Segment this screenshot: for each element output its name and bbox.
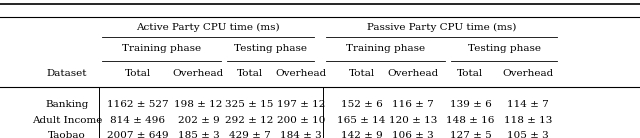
Text: Overhead: Overhead — [275, 69, 326, 78]
Text: Total: Total — [236, 69, 263, 78]
Text: 1162 ± 527: 1162 ± 527 — [107, 100, 168, 109]
Text: 814 ± 496: 814 ± 496 — [110, 116, 165, 125]
Text: 202 ± 9: 202 ± 9 — [177, 116, 220, 125]
Text: Overhead: Overhead — [387, 69, 438, 78]
Text: 127 ± 5: 127 ± 5 — [449, 131, 492, 138]
Text: Testing phase: Testing phase — [467, 44, 541, 53]
Text: Testing phase: Testing phase — [234, 44, 307, 53]
Text: Banking: Banking — [45, 100, 89, 109]
Text: Adult Income: Adult Income — [32, 116, 102, 125]
Text: 185 ± 3: 185 ± 3 — [177, 131, 220, 138]
Text: 325 ± 15: 325 ± 15 — [225, 100, 274, 109]
Text: Total: Total — [124, 69, 151, 78]
Text: 429 ± 7: 429 ± 7 — [228, 131, 271, 138]
Text: 197 ± 12: 197 ± 12 — [276, 100, 325, 109]
Text: Active Party CPU time (ms): Active Party CPU time (ms) — [136, 23, 280, 32]
Text: 118 ± 13: 118 ± 13 — [504, 116, 552, 125]
Text: Training phase: Training phase — [122, 44, 201, 53]
Text: Dataset: Dataset — [47, 69, 88, 78]
Text: 148 ± 16: 148 ± 16 — [446, 116, 495, 125]
Text: Overhead: Overhead — [173, 69, 224, 78]
Text: 105 ± 3: 105 ± 3 — [507, 131, 549, 138]
Text: Overhead: Overhead — [502, 69, 554, 78]
Text: 198 ± 12: 198 ± 12 — [174, 100, 223, 109]
Text: 152 ± 6: 152 ± 6 — [340, 100, 383, 109]
Text: 200 ± 10: 200 ± 10 — [276, 116, 325, 125]
Text: Training phase: Training phase — [346, 44, 425, 53]
Text: 120 ± 13: 120 ± 13 — [388, 116, 437, 125]
Text: Total: Total — [457, 69, 484, 78]
Text: 116 ± 7: 116 ± 7 — [392, 100, 434, 109]
Text: 142 ± 9: 142 ± 9 — [340, 131, 383, 138]
Text: 292 ± 12: 292 ± 12 — [225, 116, 274, 125]
Text: 114 ± 7: 114 ± 7 — [507, 100, 549, 109]
Text: 165 ± 14: 165 ± 14 — [337, 116, 386, 125]
Text: Passive Party CPU time (ms): Passive Party CPU time (ms) — [367, 23, 516, 32]
Text: 2007 ± 649: 2007 ± 649 — [107, 131, 168, 138]
Text: 184 ± 3: 184 ± 3 — [280, 131, 322, 138]
Text: Taobao: Taobao — [49, 131, 86, 138]
Text: 106 ± 3: 106 ± 3 — [392, 131, 434, 138]
Text: 139 ± 6: 139 ± 6 — [449, 100, 492, 109]
Text: Total: Total — [348, 69, 375, 78]
